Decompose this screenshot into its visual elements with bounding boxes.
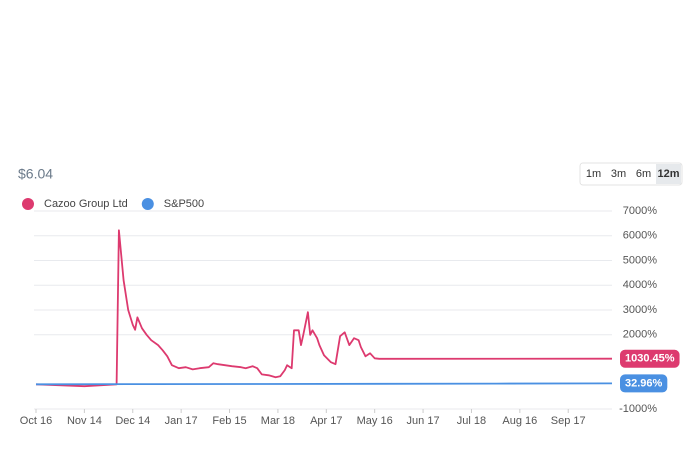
x-tick-label: Mar 18 xyxy=(261,415,295,427)
x-tick-label: Aug 16 xyxy=(502,415,537,427)
x-tick-label: Jul 18 xyxy=(457,415,486,427)
x-tick-label: Jun 17 xyxy=(407,415,440,427)
end-label: 32.96% xyxy=(625,377,663,389)
range-label[interactable]: 3m xyxy=(611,168,626,180)
y-tick-label: 3000% xyxy=(623,304,657,316)
range-label[interactable]: 12m xyxy=(657,168,679,180)
range-label[interactable]: 6m xyxy=(636,168,651,180)
x-tick-label: Nov 14 xyxy=(67,415,102,427)
y-tick-label: 2000% xyxy=(623,329,657,341)
legend-label: Cazoo Group Ltd xyxy=(44,198,128,210)
legend-marker xyxy=(22,198,34,210)
legend-marker xyxy=(141,198,154,210)
x-tick-label: May 16 xyxy=(357,415,393,427)
x-tick-label: Sep 17 xyxy=(551,415,586,427)
legend-label: S&P500 xyxy=(164,198,204,210)
series-line xyxy=(35,229,613,388)
series-line xyxy=(35,382,613,386)
end-label: 1030.45% xyxy=(625,353,675,365)
range-button[interactable] xyxy=(631,164,656,184)
y-tick-label: 6000% xyxy=(623,230,657,242)
x-tick-label: Feb 15 xyxy=(212,415,246,427)
end-badge xyxy=(620,374,668,393)
x-tick-label: Apr 17 xyxy=(310,415,342,427)
y-tick-label: 5000% xyxy=(623,254,657,266)
price: $6.04 xyxy=(18,166,53,182)
range-button[interactable] xyxy=(606,164,631,184)
range-button[interactable] xyxy=(656,164,681,184)
end-badge xyxy=(620,349,680,368)
range-label[interactable]: 1m xyxy=(586,168,601,180)
range-button[interactable] xyxy=(581,164,606,184)
y-tick-label: 7000% xyxy=(623,205,657,217)
y-tick-label: -1000% xyxy=(619,403,657,415)
y-tick-label: 4000% xyxy=(623,279,657,291)
x-tick-label: Jan 17 xyxy=(165,415,198,427)
x-tick-label: Dec 14 xyxy=(115,415,150,427)
x-tick-label: Oct 16 xyxy=(20,415,52,427)
